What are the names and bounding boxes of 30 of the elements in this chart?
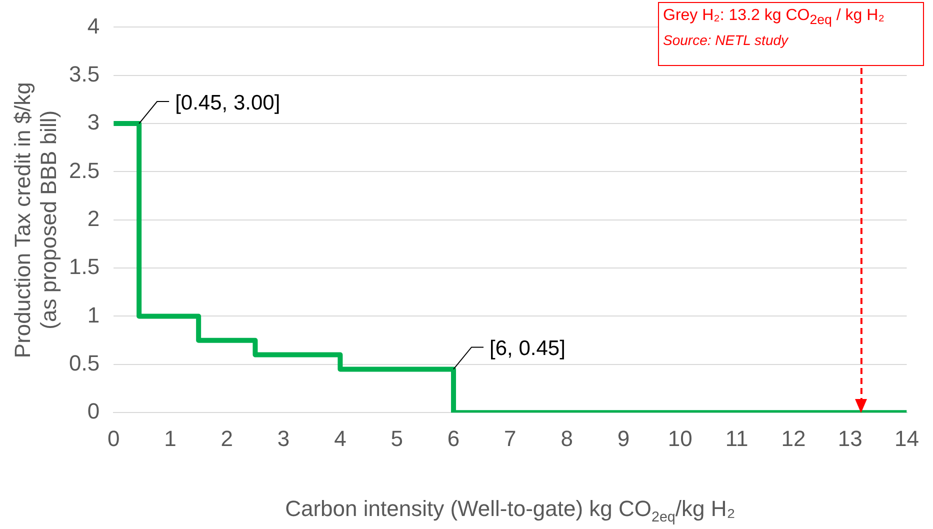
x-tick-label: 3 <box>277 426 290 451</box>
y-tick-label: 1.5 <box>68 254 100 280</box>
x-tick-label: 9 <box>617 426 630 451</box>
x-tick-label: 11 <box>725 426 748 451</box>
ref-line-label: Grey H₂: 13.2 kg CO$_{2eq}$ / kg H₂ <box>663 6 886 30</box>
y-tick-label: 3 <box>87 110 100 135</box>
x-tick-label: 4 <box>334 426 346 451</box>
y-tick-label: 1 <box>87 302 100 328</box>
annotation: [0.45, 3.00] <box>175 92 280 115</box>
y-tick-label: 2 <box>87 206 100 231</box>
annotation: Source: NETL study <box>663 31 790 50</box>
annotation: [6, 0.45] <box>490 337 566 360</box>
x-tick-label: 2 <box>220 426 234 451</box>
x-tick-label: 8 <box>560 426 573 451</box>
x-tick-label: 13 <box>838 426 862 451</box>
note-box: Grey H₂: 13.2 kg CO$_{2eq}$ / kg H₂ Source: NETL study <box>658 2 924 66</box>
x-tick-label: 14 <box>894 426 920 451</box>
x-tick-label: 6 <box>447 426 460 451</box>
y-tick-label: 3.5 <box>68 61 100 86</box>
y-tick-label: 0 <box>87 398 100 424</box>
x-tick-label: 5 <box>390 426 403 451</box>
y-tick-label: 0.5 <box>68 350 100 376</box>
x-tick-label: 12 <box>781 426 806 451</box>
x-tick-label: 7 <box>504 426 516 451</box>
y-axis-title: Production Tax credit in $/kg (as proposed BBB bill) <box>10 82 61 358</box>
x-tick-label: 0 <box>107 426 120 451</box>
x-tick-label: 10 <box>668 426 692 451</box>
x-tick-label: 1 <box>164 426 176 451</box>
y-tick-label: 2.5 <box>68 158 100 183</box>
y-tick-label: 4 <box>87 13 100 38</box>
